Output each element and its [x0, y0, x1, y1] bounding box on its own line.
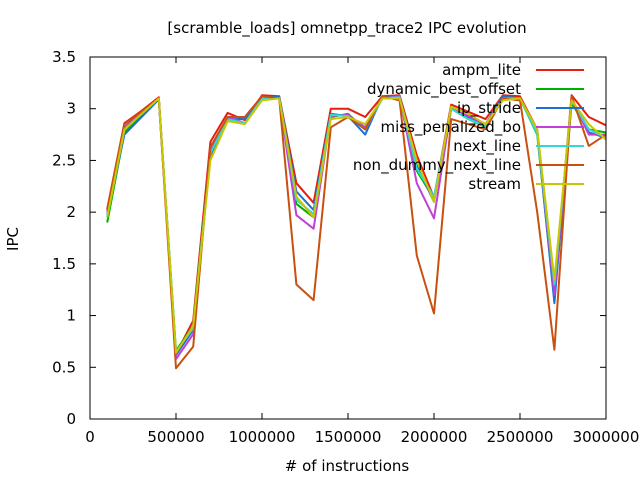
series-line-ampm-lite: [106, 94, 607, 355]
x-axis-label: # of instructions: [285, 457, 410, 475]
x-tick-label: 2500000: [487, 428, 554, 446]
series-line-dynamic-best-offset: [106, 97, 607, 352]
x-tick-label: 0: [85, 428, 95, 446]
series-layer: [106, 94, 607, 370]
x-tick-label: 1500000: [315, 428, 382, 446]
y-tick-label: 1.5: [52, 255, 76, 273]
series-line-miss-penalized-bo: [106, 95, 606, 360]
legend-label: miss_penalized_bo: [380, 118, 521, 137]
x-tick-label: 500000: [147, 428, 204, 446]
x-tick-label: 1000000: [229, 428, 296, 446]
series-line-non-dummy-next-line: [106, 95, 607, 370]
legend-label: ampm_lite: [442, 61, 521, 80]
y-axis-label: IPC: [4, 227, 22, 251]
y-tick-label: 0.5: [52, 358, 76, 376]
y-tick-label: 2.5: [52, 151, 76, 169]
y-tick-label: 0: [66, 410, 76, 428]
series-line-stream: [106, 97, 607, 354]
y-tick-label: 3: [66, 100, 76, 118]
y-tick-label: 1: [66, 307, 76, 325]
chart-title: [scramble_loads] omnetpp_trace2 IPC evol…: [167, 19, 526, 38]
series-line-next-line: [106, 96, 607, 353]
legend-label: stream: [468, 175, 521, 193]
legend-label: next_line: [453, 137, 521, 156]
x-tick-label: 3000000: [573, 428, 640, 446]
legend-label: non_dummy_next_line: [353, 156, 521, 175]
y-tick-label: 2: [66, 203, 76, 221]
series-line-ip-stride: [106, 95, 607, 356]
legend-label: ip_stride: [457, 99, 521, 118]
y-tick-label: 3.5: [52, 48, 76, 66]
legend: ampm_litedynamic_best_offsetip_stridemis…: [353, 61, 584, 193]
plot-frame: [89, 56, 607, 420]
plot-area: 0 0.5 1 1.5 2 2.5 3 3.5 0 500000 1000000 1500000 200…: [52, 48, 639, 446]
legend-label: dynamic_best_offset: [367, 80, 521, 99]
x-tick-label: 2000000: [401, 428, 468, 446]
